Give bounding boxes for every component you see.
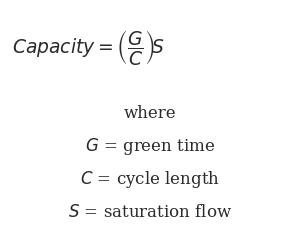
Text: where: where <box>124 105 176 122</box>
Text: $S$ = saturation flow: $S$ = saturation flow <box>68 204 232 221</box>
Text: $C$ = cycle length: $C$ = cycle length <box>80 169 220 190</box>
Text: $G$ = green time: $G$ = green time <box>85 136 215 157</box>
Text: $\mathit{Capacity} = \left(\dfrac{G}{C}\right)\!S$: $\mathit{Capacity} = \left(\dfrac{G}{C}\… <box>12 28 165 67</box>
